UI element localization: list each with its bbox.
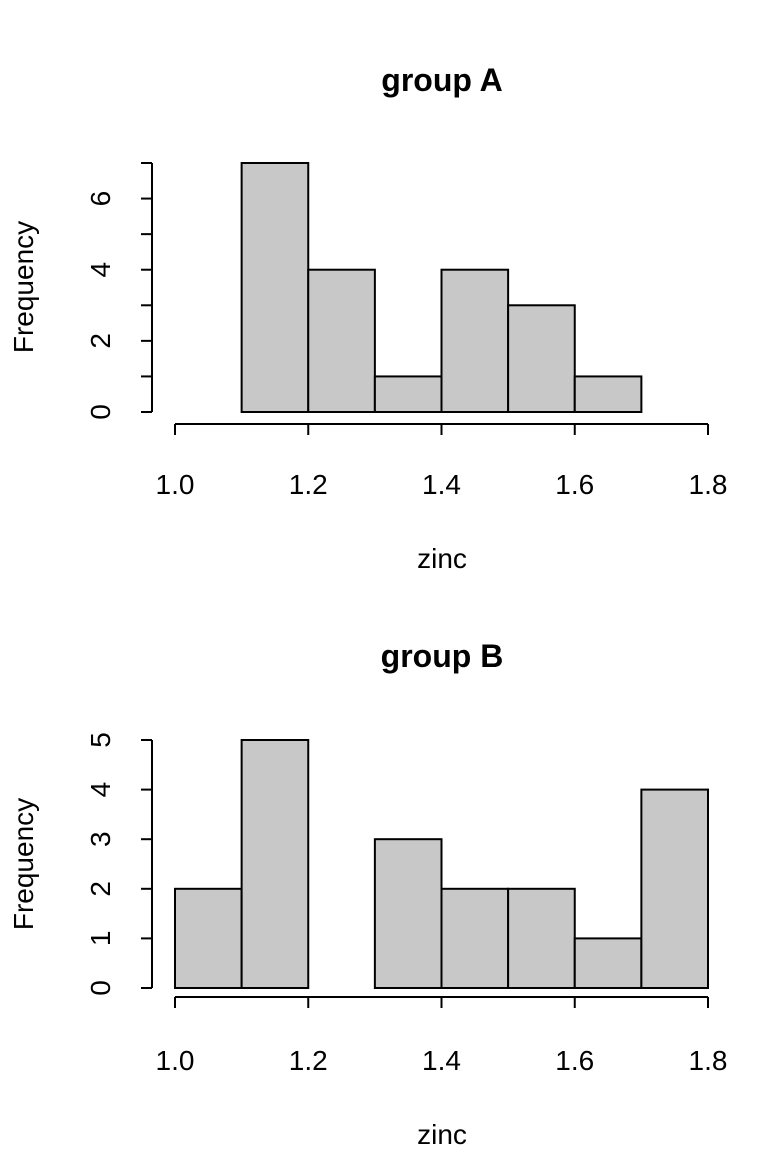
histogram-bar <box>507 304 576 413</box>
y-tick-label: 4 <box>85 262 116 278</box>
chart-title: group A <box>381 62 502 98</box>
x-tick-label: 1.8 <box>689 1045 728 1076</box>
y-tick-label: 0 <box>85 404 116 420</box>
histogram-bar <box>307 268 376 414</box>
y-tick-label: 2 <box>85 333 116 349</box>
y-tick-label: 6 <box>85 191 116 207</box>
histogram-bar <box>507 887 576 989</box>
y-axis: 0 1 2 3 4 5 <box>85 732 153 996</box>
x-axis: 1.0 1.2 1.4 1.6 1.8 <box>156 423 728 500</box>
histogram-bar <box>240 162 310 413</box>
y-tick-label: 4 <box>85 782 116 798</box>
y-tick-label: 5 <box>85 732 116 748</box>
histogram-bar <box>174 887 243 989</box>
histogram-group-a: group A zinc Frequency 1.0 1.2 1.4 1.6 1.8 0… <box>8 62 727 574</box>
x-axis-label: zinc <box>417 543 467 574</box>
x-axis: 1.0 1.2 1.4 1.6 1.8 <box>156 996 728 1076</box>
x-tick-label: 1.4 <box>422 469 461 500</box>
x-tick-label: 1.2 <box>289 469 328 500</box>
x-tick-label: 1.0 <box>156 1045 195 1076</box>
histogram-bar <box>440 268 510 414</box>
y-tick-label: 1 <box>85 931 116 947</box>
y-axis: 0 2 4 6 <box>85 162 153 420</box>
x-tick-label: 1.4 <box>422 1045 461 1076</box>
chart-title: group B <box>381 638 504 674</box>
y-tick-label: 0 <box>85 980 116 996</box>
x-tick-label: 1.0 <box>156 469 195 500</box>
histogram-bar <box>373 838 443 990</box>
histogram-bar <box>573 937 643 990</box>
histogram-bar <box>440 887 510 989</box>
x-tick-label: 1.6 <box>555 469 594 500</box>
histogram-bar <box>573 375 643 413</box>
y-tick-label: 3 <box>85 831 116 847</box>
x-tick-label: 1.6 <box>555 1045 594 1076</box>
x-tick-label: 1.8 <box>689 469 728 500</box>
y-axis-label: Frequency <box>8 221 39 353</box>
histogram-bar <box>373 375 443 413</box>
y-tick-label: 2 <box>85 881 116 897</box>
histogram-bar <box>240 739 310 989</box>
histogram-bar <box>640 788 709 989</box>
bars <box>240 162 643 414</box>
y-axis-label: Frequency <box>8 798 39 930</box>
histogram-group-b: group B zinc Frequency 1.0 1.2 1.4 1.6 1.8 0… <box>8 638 727 1150</box>
x-tick-label: 1.2 <box>289 1045 328 1076</box>
x-axis-label: zinc <box>417 1119 467 1150</box>
bars <box>174 739 709 990</box>
